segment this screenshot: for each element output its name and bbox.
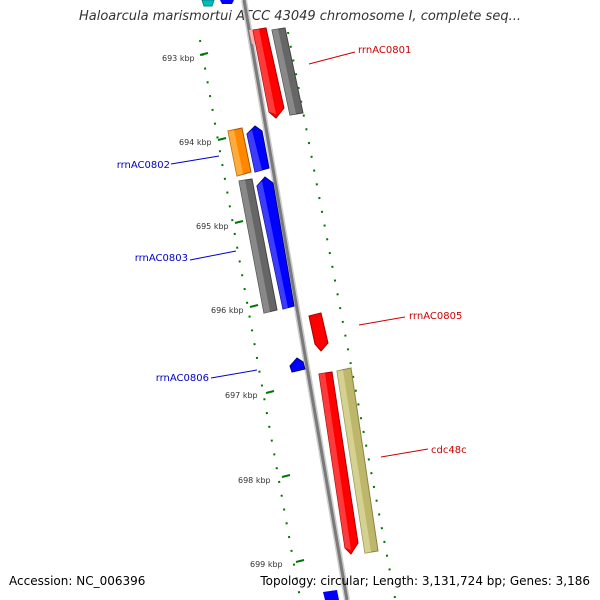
kbp-label-696: 696 kbp bbox=[211, 306, 244, 315]
gene-label-rrnac0801[interactable]: rrnAC0801 bbox=[358, 45, 411, 56]
map-title: Haloarcula marismortui ATCC 43049 chromo… bbox=[79, 9, 521, 24]
kbp-label-693: 693 kbp bbox=[162, 54, 195, 63]
gene-label-rrnac0805[interactable]: rrnAC0805 bbox=[409, 311, 462, 322]
gene-label-rrnac0806[interactable]: rrnAC0806 bbox=[156, 373, 209, 384]
gene-label-cdc48c[interactable]: cdc48c bbox=[431, 445, 467, 456]
gene-labels: rrnAC0801 rrnAC0802 rrnAC0803 rrnAC0805 … bbox=[117, 45, 467, 456]
kbp-label-699: 699 kbp bbox=[250, 560, 283, 569]
topology-summary: Topology: circular; Length: 3,131,724 bp… bbox=[260, 574, 590, 588]
kbp-label-695: 695 kbp bbox=[196, 222, 229, 231]
accession-text: Accession: NC_006396 bbox=[9, 574, 146, 588]
kbp-label-697: 697 kbp bbox=[225, 391, 258, 400]
feature-cyan-partial[interactable] bbox=[201, 0, 215, 7]
callout-lines bbox=[170, 51, 429, 458]
kbp-label-698: 698 kbp bbox=[238, 476, 271, 485]
feature-rrnac0806-blue[interactable] bbox=[289, 357, 306, 373]
kbp-label-694: 694 kbp bbox=[179, 138, 212, 147]
kbp-labels: 693 kbp 694 kbp 695 kbp 696 kbp 697 kbp … bbox=[162, 54, 283, 569]
feature-blue-partial[interactable] bbox=[220, 0, 234, 4]
gene-label-rrnac0802[interactable]: rrnAC0802 bbox=[117, 160, 170, 171]
tick-marks bbox=[199, 52, 305, 563]
chromosome-backbone bbox=[241, 0, 350, 600]
gene-label-rrnac0803[interactable]: rrnAC0803 bbox=[135, 253, 188, 264]
feature-blue-bottom-partial[interactable] bbox=[323, 590, 339, 600]
gene-features bbox=[201, 0, 379, 600]
feature-rrnac0805-red[interactable] bbox=[308, 312, 329, 352]
